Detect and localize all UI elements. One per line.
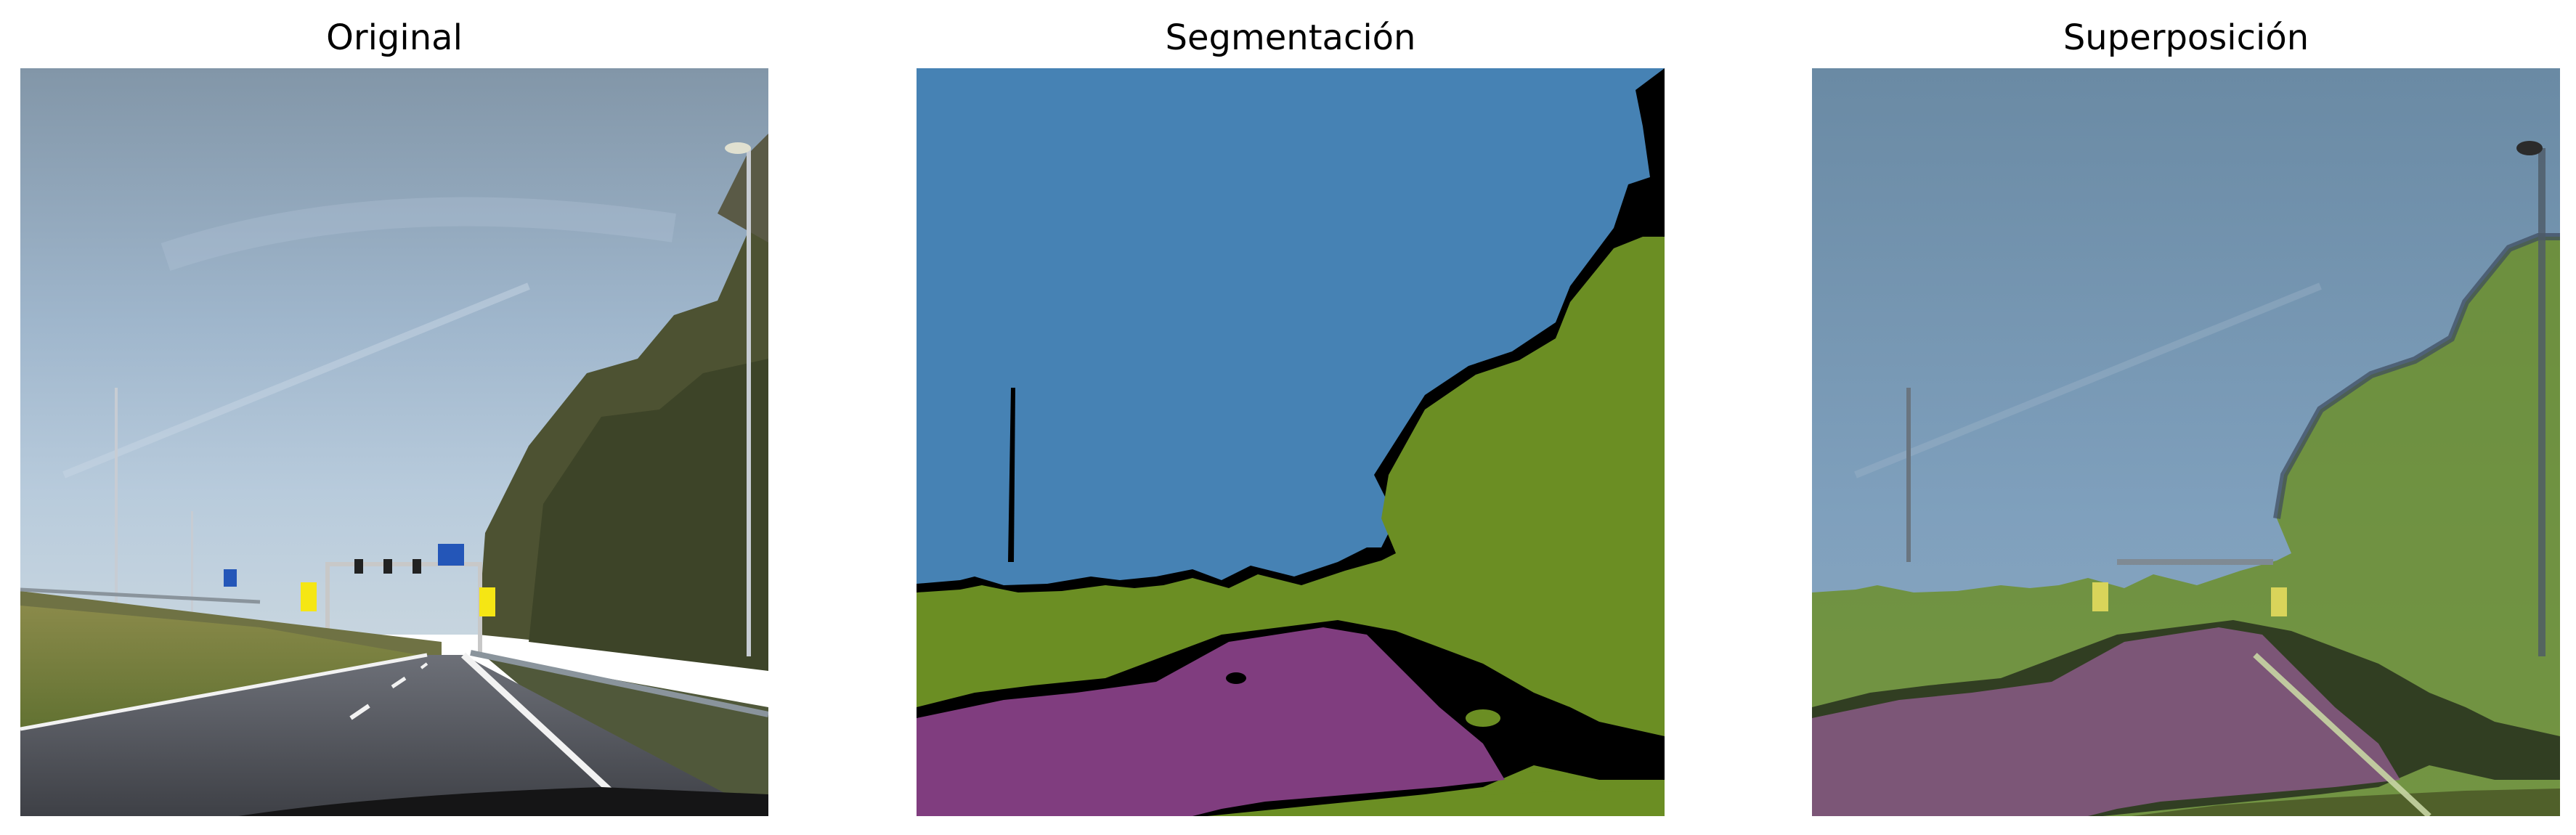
panel-original: Original xyxy=(20,0,768,835)
segment-vegetation xyxy=(1236,789,1665,816)
guardrail xyxy=(20,587,768,717)
segment-pole xyxy=(1008,388,1015,562)
overlay-lamp xyxy=(2516,141,2543,155)
original-photo xyxy=(20,68,768,816)
overlay-road xyxy=(1812,627,2400,816)
panel-title: Segmentación xyxy=(1165,17,1416,58)
yellow-signs xyxy=(301,582,495,616)
overlay-edge xyxy=(1854,282,2322,478)
overlay-boundary xyxy=(2273,233,2560,519)
overlay-pole xyxy=(1906,388,1911,562)
segment-hole xyxy=(1466,709,1500,727)
panel-overlay: Superposición xyxy=(1812,0,2560,835)
overlay-sign xyxy=(2092,582,2108,611)
overlay-image xyxy=(1812,68,2560,816)
overlay-lane-marking xyxy=(2253,653,2431,816)
trees xyxy=(478,134,768,671)
car-hood xyxy=(20,787,768,816)
lamp-posts xyxy=(115,142,751,656)
panel-title: Superposición xyxy=(2063,17,2309,58)
sky xyxy=(20,68,768,635)
segmentation-map xyxy=(917,68,1665,816)
grass-left xyxy=(20,606,427,736)
panel-segmentation: Segmentación xyxy=(917,0,1665,835)
segment-hole xyxy=(1226,672,1246,684)
segment-road xyxy=(917,627,1505,816)
overlay-bottom xyxy=(2132,789,2560,816)
overlay-sign xyxy=(2271,587,2287,616)
overlay-pole xyxy=(2538,148,2545,656)
grass-right xyxy=(485,656,768,816)
panel-title: Original xyxy=(326,17,463,58)
